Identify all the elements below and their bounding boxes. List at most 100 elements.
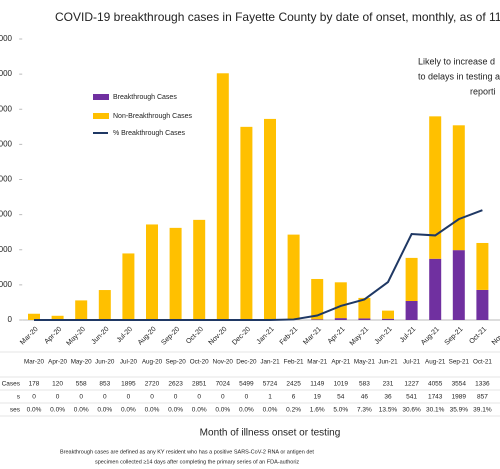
table-cell: 39.1% bbox=[473, 407, 492, 414]
x-tick-label: May-20 bbox=[65, 326, 87, 348]
table-cell: 7024 bbox=[216, 381, 231, 388]
x-tick-label: Jun-21 bbox=[374, 326, 394, 346]
table-cell: 0.0% bbox=[215, 407, 230, 414]
x-tick-label: Apr-20 bbox=[44, 326, 64, 346]
table-cell: 178 bbox=[29, 381, 40, 388]
table-cell: 0.0% bbox=[27, 407, 42, 414]
bar bbox=[382, 310, 394, 319]
bar bbox=[382, 318, 394, 320]
table-cell: 0 bbox=[221, 394, 225, 401]
table-cell: 5499 bbox=[239, 381, 254, 388]
table-cell: 583 bbox=[359, 381, 370, 388]
bar bbox=[264, 118, 276, 320]
bar bbox=[429, 116, 442, 259]
table-header: Oct-20 bbox=[190, 359, 209, 366]
table-header: Oct-21 bbox=[473, 359, 492, 366]
table-header: Jan-21 bbox=[260, 359, 280, 366]
table-cell: 2720 bbox=[145, 381, 160, 388]
legend-label: % Breakthrough Cases bbox=[113, 130, 185, 137]
table-row-label: s bbox=[17, 394, 21, 401]
table-cell: 3554 bbox=[452, 381, 467, 388]
table-header: Sep-21 bbox=[449, 359, 470, 366]
table-cell: 1895 bbox=[121, 381, 136, 388]
y-tick-label: 8,000 bbox=[0, 34, 13, 43]
y-tick-label: 3,000 bbox=[0, 210, 13, 219]
table-cell: 13.5% bbox=[379, 407, 398, 414]
table-cell: 0.0% bbox=[168, 407, 183, 414]
table-cell: 30.1% bbox=[426, 407, 445, 414]
legend-swatch bbox=[93, 113, 109, 119]
table-cell: 1743 bbox=[428, 394, 443, 401]
table-cell: 0 bbox=[56, 394, 60, 401]
table-cell: 0.0% bbox=[50, 407, 65, 414]
table-cell: 30.6% bbox=[402, 407, 421, 414]
bar bbox=[358, 297, 371, 319]
footnote: specimen collected ≥14 days after comple… bbox=[95, 459, 299, 465]
y-tick-label: 4,000 bbox=[0, 175, 13, 184]
legend-box bbox=[88, 88, 216, 142]
table-cell: 2851 bbox=[192, 381, 207, 388]
table-cell: 1 bbox=[268, 394, 272, 401]
bar bbox=[334, 318, 347, 320]
bar bbox=[51, 315, 64, 320]
x-tick-label: Jul-20 bbox=[116, 326, 135, 345]
legend-swatch bbox=[93, 94, 109, 100]
table-header: Aug-20 bbox=[142, 359, 163, 366]
table-cell: 35.9% bbox=[450, 407, 469, 414]
x-tick-label: Jan-21 bbox=[256, 326, 276, 346]
bar bbox=[476, 289, 489, 320]
line bbox=[34, 209, 483, 321]
bar bbox=[98, 290, 111, 320]
table-header: May-21 bbox=[354, 359, 375, 366]
table-header: Nov-20 bbox=[213, 359, 234, 366]
table-header: Jul-21 bbox=[403, 359, 421, 366]
bar bbox=[334, 282, 347, 319]
table-cell: 1227 bbox=[404, 381, 419, 388]
x-tick-label: Dec-20 bbox=[231, 326, 252, 347]
table-header: Dec-20 bbox=[236, 359, 257, 366]
table-header: Mar-21 bbox=[307, 359, 327, 366]
table-cell: 0.0% bbox=[97, 407, 112, 414]
y-tick-label: 5,000 bbox=[0, 139, 13, 148]
annotation: reporti bbox=[470, 86, 496, 96]
y-tick-label: 2,000 bbox=[0, 245, 13, 254]
table-cell: 857 bbox=[477, 394, 488, 401]
annotation: Likely to increase d bbox=[418, 56, 495, 66]
x-tick-label: Apr-21 bbox=[327, 326, 347, 346]
table-cell: 120 bbox=[52, 381, 63, 388]
bar bbox=[193, 219, 206, 320]
bar bbox=[287, 234, 300, 320]
bar bbox=[216, 73, 229, 320]
table-header: Jun-20 bbox=[95, 359, 115, 366]
table-cell: 7.3% bbox=[357, 407, 372, 414]
table-cell: 5724 bbox=[263, 381, 278, 388]
table-header: Aug-21 bbox=[425, 359, 446, 366]
table-header: Apr-21 bbox=[331, 359, 350, 366]
table-header: Mar-20 bbox=[24, 359, 44, 366]
y-tick-label: 6,000 bbox=[0, 104, 13, 113]
table-header: Apr-20 bbox=[48, 359, 67, 366]
table-cell: 19 bbox=[314, 394, 322, 401]
x-tick-label: Jun-20 bbox=[90, 326, 110, 346]
bar bbox=[240, 126, 253, 320]
table-cell: 231 bbox=[383, 381, 394, 388]
table-cell: 0 bbox=[150, 394, 154, 401]
table-header: Feb-21 bbox=[284, 359, 304, 366]
x-tick-label: Jul-21 bbox=[399, 326, 418, 345]
table-cell: 4055 bbox=[428, 381, 443, 388]
table-row-label: Cases bbox=[2, 381, 21, 388]
x-axis-title: Month of illness onset or testing bbox=[200, 428, 341, 439]
table-cell: 0 bbox=[32, 394, 36, 401]
bar bbox=[452, 125, 465, 251]
y-tick-label: 0 bbox=[8, 315, 13, 324]
table-cell: 853 bbox=[99, 381, 110, 388]
table-header: Sep-20 bbox=[165, 359, 186, 366]
table-cell: 0.0% bbox=[192, 407, 207, 414]
table-cell: 0.0% bbox=[263, 407, 278, 414]
table-cell: 0.0% bbox=[121, 407, 136, 414]
bar bbox=[169, 227, 182, 320]
table-cell: 46 bbox=[361, 394, 369, 401]
x-tick-label: Oct-21 bbox=[468, 326, 488, 346]
x-tick-label: Mar-20 bbox=[19, 326, 40, 347]
